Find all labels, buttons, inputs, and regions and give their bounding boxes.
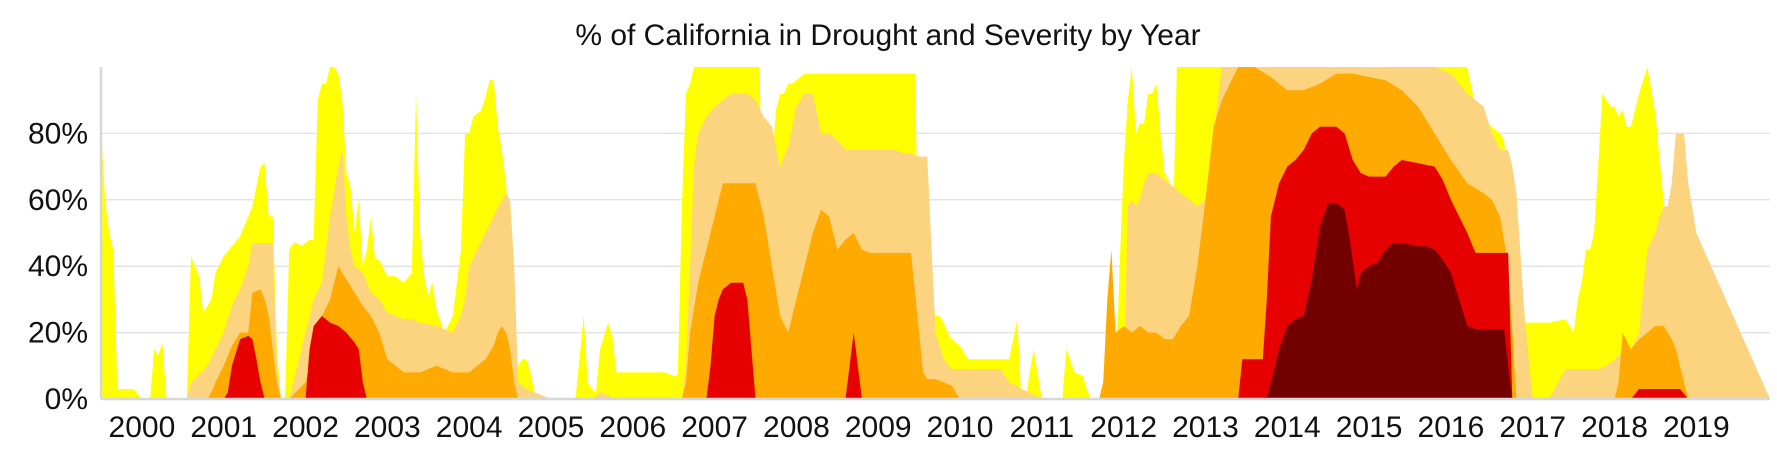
x-tick-label: 2012: [1090, 411, 1157, 444]
x-tick-label: 2005: [518, 411, 585, 444]
drought-areas: [101, 67, 1770, 400]
y-axis-ticks: 0% 20% 40% 60% 80%: [28, 117, 88, 416]
y-tick-label: 40%: [28, 250, 88, 283]
x-tick-label: 2011: [1010, 411, 1075, 444]
chart-title: % of California in Drought and Severity …: [575, 19, 1200, 52]
x-tick-label: 2018: [1581, 411, 1648, 444]
x-tick-label: 2008: [763, 411, 830, 444]
x-tick-label: 2004: [436, 411, 503, 444]
y-tick-label: 80%: [28, 117, 88, 150]
x-tick-label: 2000: [109, 411, 176, 444]
x-tick-label: 2009: [845, 411, 912, 444]
x-tick-label: 2017: [1499, 411, 1566, 444]
x-axis-ticks: 2000 2001 2002 2003 2004 2005 2006 2007 2008 2009…: [109, 411, 1730, 444]
x-tick-label: 2013: [1172, 411, 1239, 444]
x-tick-label: 2016: [1418, 411, 1485, 444]
x-tick-label: 2010: [927, 411, 994, 444]
x-tick-label: 2003: [354, 411, 421, 444]
x-tick-label: 2002: [272, 411, 339, 444]
y-tick-label: 20%: [28, 317, 88, 350]
x-tick-label: 2014: [1254, 411, 1321, 444]
x-tick-label: 2006: [599, 411, 666, 444]
x-tick-label: 2019: [1663, 411, 1730, 444]
x-tick-label: 2007: [681, 411, 748, 444]
axes: [99, 67, 1770, 401]
y-tick-label: 60%: [28, 184, 88, 217]
x-tick-label: 2001: [190, 411, 257, 444]
area-d4: [101, 203, 1770, 399]
y-tick-label: 0%: [45, 383, 88, 416]
x-tick-label: 2015: [1336, 411, 1403, 444]
